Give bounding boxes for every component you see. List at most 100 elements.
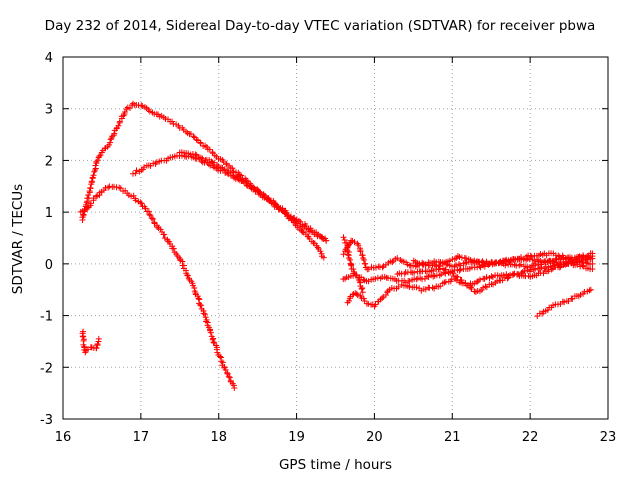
series-arc-a xyxy=(79,100,330,244)
data-point xyxy=(447,268,454,275)
data-point xyxy=(568,257,575,264)
data-point xyxy=(471,280,478,287)
data-point xyxy=(389,259,396,266)
data-point xyxy=(218,358,225,365)
data-point xyxy=(184,272,191,279)
data-point xyxy=(557,263,564,270)
data-point xyxy=(587,286,594,293)
data-point xyxy=(559,298,566,305)
x-tick-label: 19 xyxy=(288,430,305,445)
x-tick-label: 17 xyxy=(133,430,150,445)
data-point xyxy=(395,283,402,290)
data-point xyxy=(463,255,470,262)
data-point xyxy=(565,298,572,305)
data-point xyxy=(550,259,557,266)
data-point xyxy=(504,275,511,282)
data-point xyxy=(317,248,324,255)
data-point xyxy=(353,290,360,297)
x-tick-label: 18 xyxy=(210,430,227,445)
data-point xyxy=(208,158,215,165)
series-arc-l xyxy=(410,250,596,270)
data-point xyxy=(437,283,444,290)
data-point xyxy=(534,313,541,320)
x-tick-label: 23 xyxy=(600,430,617,445)
data-point xyxy=(471,257,478,264)
data-point xyxy=(148,215,155,222)
data-point xyxy=(578,255,585,262)
series-arc-d xyxy=(77,183,238,391)
data-point xyxy=(372,301,379,308)
data-point xyxy=(407,268,414,275)
data-point xyxy=(483,274,490,281)
data-point xyxy=(517,254,524,261)
data-point xyxy=(192,151,199,158)
data-point xyxy=(350,268,357,275)
y-tick-label: 0 xyxy=(45,258,53,273)
data-point xyxy=(561,299,568,306)
data-point xyxy=(146,211,153,218)
data-point xyxy=(224,370,231,377)
data-point xyxy=(496,258,503,265)
data-point xyxy=(532,260,539,267)
data-point xyxy=(358,286,365,293)
data-point xyxy=(254,188,261,195)
data-point xyxy=(276,206,283,213)
data-point xyxy=(548,266,555,273)
data-point xyxy=(264,196,271,203)
data-point xyxy=(589,260,596,267)
data-point xyxy=(580,258,587,265)
data-point xyxy=(129,170,136,177)
data-point xyxy=(320,254,327,261)
x-tick-label: 21 xyxy=(444,430,461,445)
data-point xyxy=(577,291,584,298)
data-point xyxy=(132,197,139,204)
data-point xyxy=(139,103,146,109)
data-point xyxy=(538,264,545,271)
data-point xyxy=(229,165,236,172)
data-point xyxy=(379,264,386,271)
data-point xyxy=(451,256,458,263)
data-point xyxy=(207,162,214,169)
data-point xyxy=(210,339,217,346)
data-point xyxy=(197,139,204,146)
data-point xyxy=(441,259,448,266)
data-point xyxy=(431,261,438,268)
data-point xyxy=(394,255,401,262)
plot-border xyxy=(62,56,609,420)
y-tick-label: 3 xyxy=(45,103,53,118)
data-point xyxy=(189,151,196,158)
data-point xyxy=(116,118,123,125)
data-point xyxy=(87,184,94,191)
x-tick-label: 16 xyxy=(55,430,72,445)
data-point xyxy=(210,163,217,170)
data-point xyxy=(130,192,137,199)
data-point xyxy=(230,169,237,176)
data-point xyxy=(147,212,154,219)
data-point xyxy=(586,287,593,294)
data-point xyxy=(579,262,586,269)
data-point xyxy=(93,344,100,351)
data-point xyxy=(94,157,101,164)
data-point xyxy=(524,267,531,274)
data-point xyxy=(467,284,474,291)
data-point xyxy=(454,274,461,281)
data-point xyxy=(222,366,229,373)
data-point xyxy=(354,292,361,299)
data-point xyxy=(231,384,238,391)
data-point xyxy=(346,297,352,304)
data-point xyxy=(556,264,563,271)
series-arc-c xyxy=(176,149,327,261)
data-point xyxy=(142,205,149,212)
data-point xyxy=(199,155,206,162)
data-point xyxy=(482,283,489,290)
data-point xyxy=(217,353,224,360)
data-point xyxy=(516,262,523,269)
series-arc-e xyxy=(79,328,102,356)
series-arc-h xyxy=(344,255,596,310)
data-point xyxy=(347,256,354,263)
data-point xyxy=(340,234,347,241)
y-tick-label: 1 xyxy=(45,206,53,221)
data-point xyxy=(457,262,464,269)
data-point xyxy=(374,274,381,281)
data-point xyxy=(251,185,258,192)
